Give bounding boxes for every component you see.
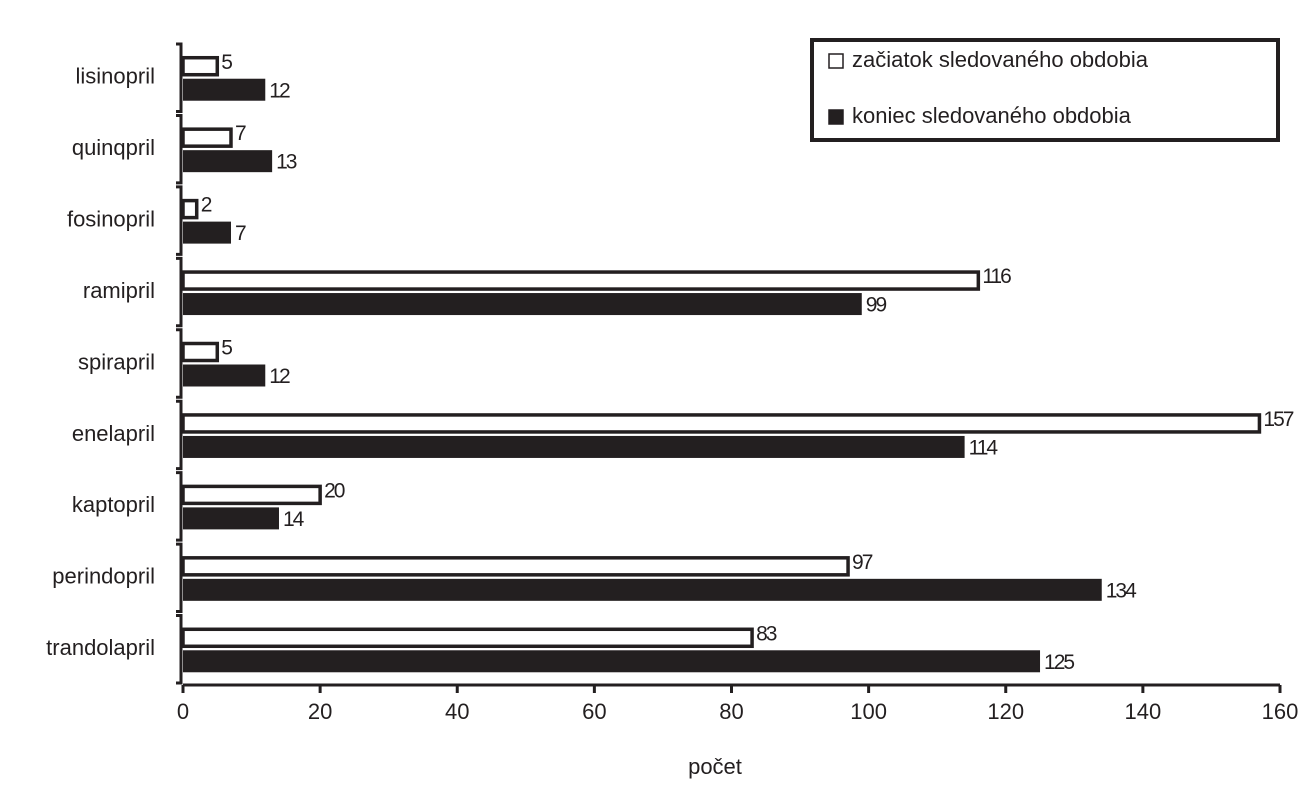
value-label: 157 [1263,408,1293,431]
bar [181,198,199,220]
bar [183,364,266,387]
bar [183,507,279,530]
y-axis-segment [176,185,183,256]
bar [183,221,231,244]
x-tick-label: 120 [987,699,1024,724]
y-axis-segment [176,399,183,471]
bar [181,55,220,77]
value-label: 5 [221,337,232,360]
x-tick-label: 100 [850,699,887,724]
value-label: 97 [852,551,873,574]
y-tick-label: enelapril [72,421,155,446]
y-axis-segment [176,542,183,614]
y-tick-label: quinqpril [72,135,155,160]
y-tick-label: fosinopril [67,206,155,231]
value-label: 134 [1106,579,1137,602]
value-label: 7 [235,122,246,145]
legend-label: začiatok sledovaného obdobia [852,47,1149,72]
bar [181,556,850,577]
y-axis-segment [176,42,183,113]
x-tick-label: 40 [445,699,469,724]
bar [183,293,862,316]
x-tick-label: 20 [308,699,332,724]
legend-swatch [828,53,844,69]
bar [183,435,965,458]
y-axis-segment [176,614,183,685]
bar [181,627,754,649]
value-label: 125 [1044,651,1074,674]
value-label: 2 [201,194,212,217]
value-label: 83 [756,622,777,645]
x-tick-label: 80 [719,699,743,724]
y-tick-label: spirapril [78,349,155,374]
bar [183,150,273,173]
x-axis-label: počet [688,754,742,779]
value-label: 20 [324,479,345,502]
y-tick-label: ramipril [83,278,155,303]
bar [181,484,322,506]
y-tick-label: kaptopril [72,492,155,517]
value-label: 114 [969,436,999,459]
legend-swatch [828,109,844,125]
value-label: 14 [283,508,305,531]
y-axis-segment [176,328,183,399]
y-tick-label: lisinopril [76,64,155,89]
y-axis-segment [176,256,183,328]
value-label: 116 [982,265,1011,288]
x-tick-label: 60 [582,699,606,724]
value-label: 99 [866,294,887,317]
value-label: 12 [269,79,290,102]
legend-box [810,38,1280,142]
y-tick-label: trandolapril [46,635,155,660]
y-tick-label: perindopril [52,564,155,589]
bar [181,127,233,148]
y-axis-segment [176,113,183,185]
value-label: 7 [235,222,246,245]
value-label: 5 [221,51,232,74]
legend-label: koniec sledovaného obdobia [852,103,1132,128]
x-tick-label: 0 [177,699,189,724]
x-tick-label: 140 [1125,699,1162,724]
y-axis-segment [176,471,183,542]
bar [183,78,266,101]
bar [183,578,1102,601]
bar [181,270,981,291]
bar [181,341,220,363]
bar [183,650,1041,673]
value-label: 12 [269,365,290,388]
value-label: 13 [276,151,297,174]
bar [181,413,1262,434]
x-tick-label: 160 [1262,699,1299,724]
